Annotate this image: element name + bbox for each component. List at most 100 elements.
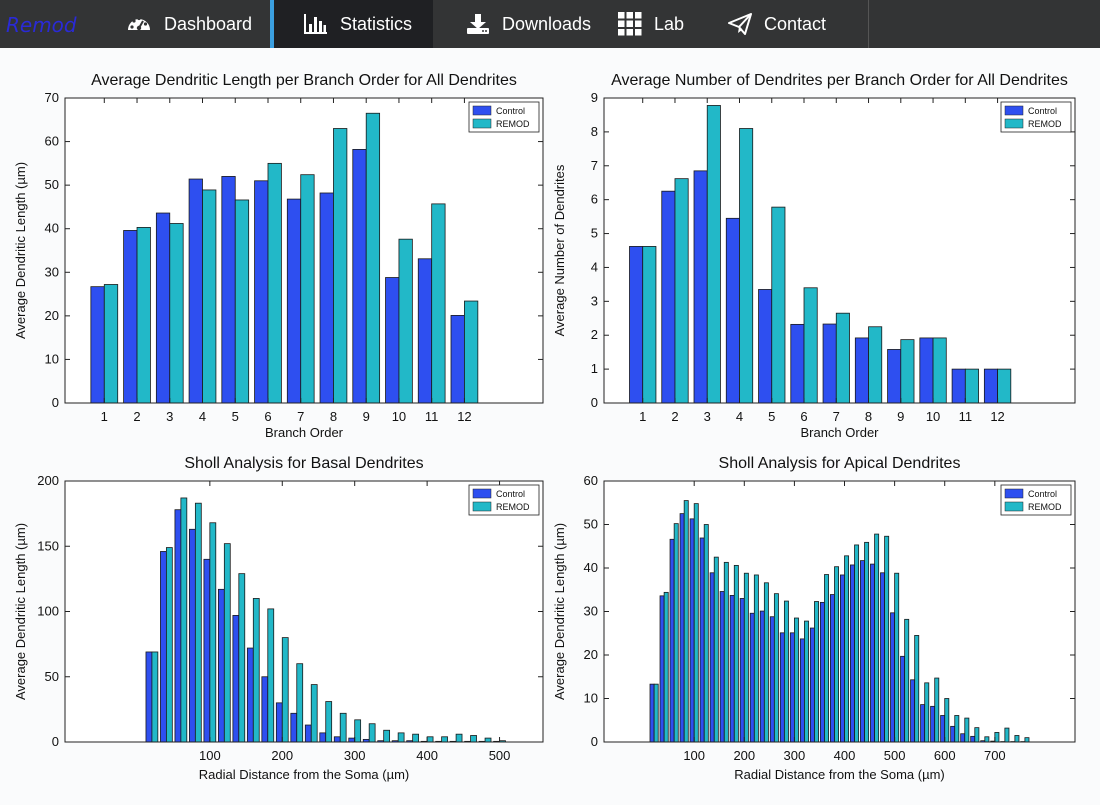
bar-remod-9 (365, 112, 381, 404)
bar-remod-760 (1024, 737, 1030, 743)
bar-control-60 (669, 538, 675, 743)
legend-swatch-control (1004, 488, 1024, 499)
y-tick-label: 3 (591, 293, 598, 308)
nav-item-contact[interactable]: Contact (718, 0, 868, 48)
bar-control-5 (758, 289, 773, 404)
grid-icon (618, 12, 642, 36)
bar-remod-10 (398, 238, 413, 404)
y-axis-label: Average Dendritic Length (µm) (552, 523, 567, 700)
bar-remod-420 (441, 736, 448, 743)
x-tick-label: 12 (990, 409, 1004, 424)
x-tick-label: 600 (934, 748, 956, 763)
y-axis-label: Average Number of Dendrites (552, 164, 567, 336)
bar-control-500 (890, 612, 896, 743)
x-tick-label: 5 (232, 409, 239, 424)
bar-remod-360 (824, 574, 829, 743)
brand-logo[interactable]: Remod (6, 13, 77, 37)
nav-item-statistics[interactable]: Statistics (270, 0, 433, 48)
x-tick-label: 200 (733, 748, 755, 763)
bar-control-2 (661, 190, 676, 404)
bar-remod-400 (426, 736, 434, 743)
bar-remod-680 (984, 736, 990, 743)
bar-control-360 (819, 601, 825, 743)
x-tick-label: 8 (330, 409, 337, 424)
bar-remod-100 (693, 503, 699, 743)
bar-remod-40 (663, 591, 669, 743)
bar-remod-420 (854, 544, 860, 743)
bar-remod-660 (974, 727, 980, 743)
bar-control-340 (809, 627, 815, 743)
y-tick-label: 60 (45, 134, 59, 149)
bar-control-480 (880, 572, 885, 743)
bar-control-280 (333, 736, 341, 743)
y-tick-label: 50 (45, 669, 59, 684)
bar-remod-4 (739, 128, 754, 404)
legend-label-remod: REMOD (1028, 502, 1062, 512)
bar-remod-460 (470, 735, 477, 743)
bar-remod-300 (354, 719, 362, 743)
bar-remod-60 (180, 497, 188, 743)
x-tick-label: 4 (736, 409, 743, 424)
bar-remod-5 (234, 199, 250, 404)
nav-item-label: Dashboard (164, 13, 253, 34)
bar-control-3 (155, 212, 171, 404)
x-tick-label: 2 (671, 409, 678, 424)
bar-control-7 (286, 198, 302, 404)
bar-control-180 (729, 595, 735, 743)
x-tick-label: 1 (639, 409, 646, 424)
bar-control-80 (189, 528, 196, 743)
nav-item-downloads[interactable]: Downloads (433, 0, 598, 48)
x-tick-label: 6 (800, 409, 807, 424)
bar-control-120 (699, 537, 705, 743)
bar-remod-560 (924, 682, 930, 743)
bar-control-12 (450, 315, 465, 404)
y-tick-label: 70 (45, 90, 59, 105)
x-tick-label: 7 (833, 409, 840, 424)
bar-remod-20 (653, 683, 659, 743)
nav-item-label: Statistics (340, 13, 413, 34)
y-tick-label: 50 (584, 517, 598, 532)
bar-remod-260 (325, 701, 333, 743)
send-icon (728, 13, 752, 35)
bar-remod-1 (642, 246, 657, 404)
y-tick-label: 20 (45, 308, 59, 323)
legend-swatch-control (472, 488, 492, 499)
bar-remod-220 (296, 663, 304, 743)
legend-swatch-control (472, 105, 492, 116)
bar-control-280 (779, 632, 785, 743)
nav-item-lab[interactable]: Lab (598, 0, 718, 48)
nav-item-dashboard[interactable]: Dashboard (110, 0, 270, 48)
y-tick-label: 20 (584, 647, 598, 662)
bar-remod-540 (914, 635, 920, 743)
bar-control-200 (739, 598, 745, 743)
legend-label-remod: REMOD (496, 502, 530, 512)
legend: Control REMOD (1000, 101, 1072, 133)
y-tick-label: 6 (591, 192, 598, 207)
bar-control-640 (960, 733, 966, 743)
bar-control-140 (232, 615, 240, 743)
bar-control-7 (822, 323, 837, 404)
bar-remod-340 (814, 601, 819, 743)
bar-remod-180 (733, 564, 739, 743)
legend: Control REMOD (468, 484, 540, 516)
bar-remod-600 (944, 698, 950, 743)
bar-remod-520 (904, 618, 910, 743)
legend-label-control: Control (1028, 489, 1057, 499)
y-tick-label: 30 (45, 264, 59, 279)
bar-control-20 (145, 651, 153, 743)
bar-remod-40 (165, 547, 173, 743)
bar-control-460 (870, 563, 875, 743)
bar-remod-480 (884, 535, 890, 743)
bar-remod-200 (281, 637, 289, 743)
bar-control-260 (319, 732, 327, 743)
bar-remod-80 (194, 502, 202, 743)
legend-label-control: Control (1028, 106, 1057, 116)
bar-control-8 (854, 337, 869, 404)
bar-control-4 (725, 217, 740, 404)
legend-label-control: Control (496, 106, 525, 116)
bar-control-580 (930, 705, 936, 743)
x-tick-label: 8 (865, 409, 872, 424)
y-tick-label: 0 (591, 734, 598, 749)
bar-remod-380 (412, 733, 419, 743)
bar-control-5 (221, 176, 236, 404)
